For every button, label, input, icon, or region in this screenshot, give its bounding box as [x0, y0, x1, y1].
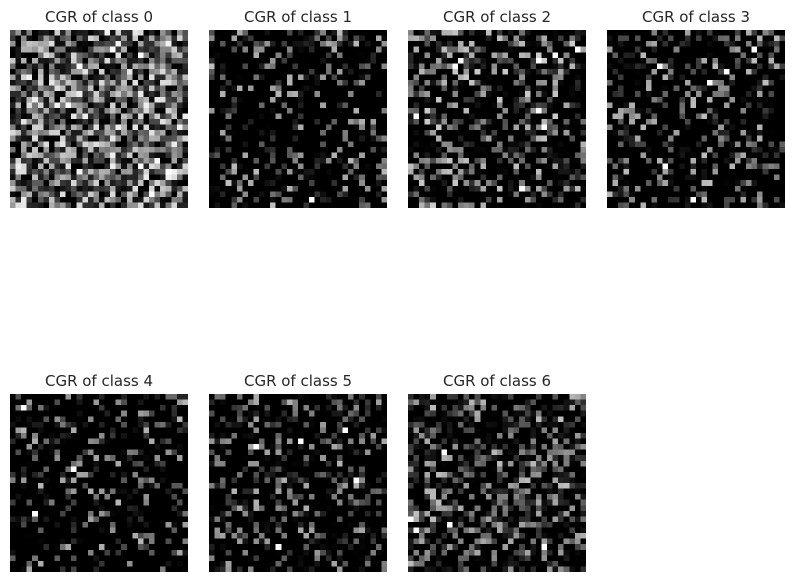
panel-title: CGR of class 5 — [243, 372, 353, 390]
panel-title: CGR of class 2 — [442, 8, 552, 26]
cgr-image — [209, 394, 387, 572]
panel-title: CGR of class 1 — [243, 8, 353, 26]
panel-title: CGR of class 4 — [44, 372, 154, 390]
cgr-image — [408, 30, 586, 208]
cgr-image — [209, 30, 387, 208]
cgr-image — [607, 30, 785, 208]
panel-title: CGR of class 6 — [442, 372, 552, 390]
cgr-image — [408, 394, 586, 572]
panel-title: CGR of class 3 — [641, 8, 751, 26]
panel-title: CGR of class 0 — [44, 8, 154, 26]
cgr-image — [10, 394, 188, 572]
cgr-image — [10, 30, 188, 208]
